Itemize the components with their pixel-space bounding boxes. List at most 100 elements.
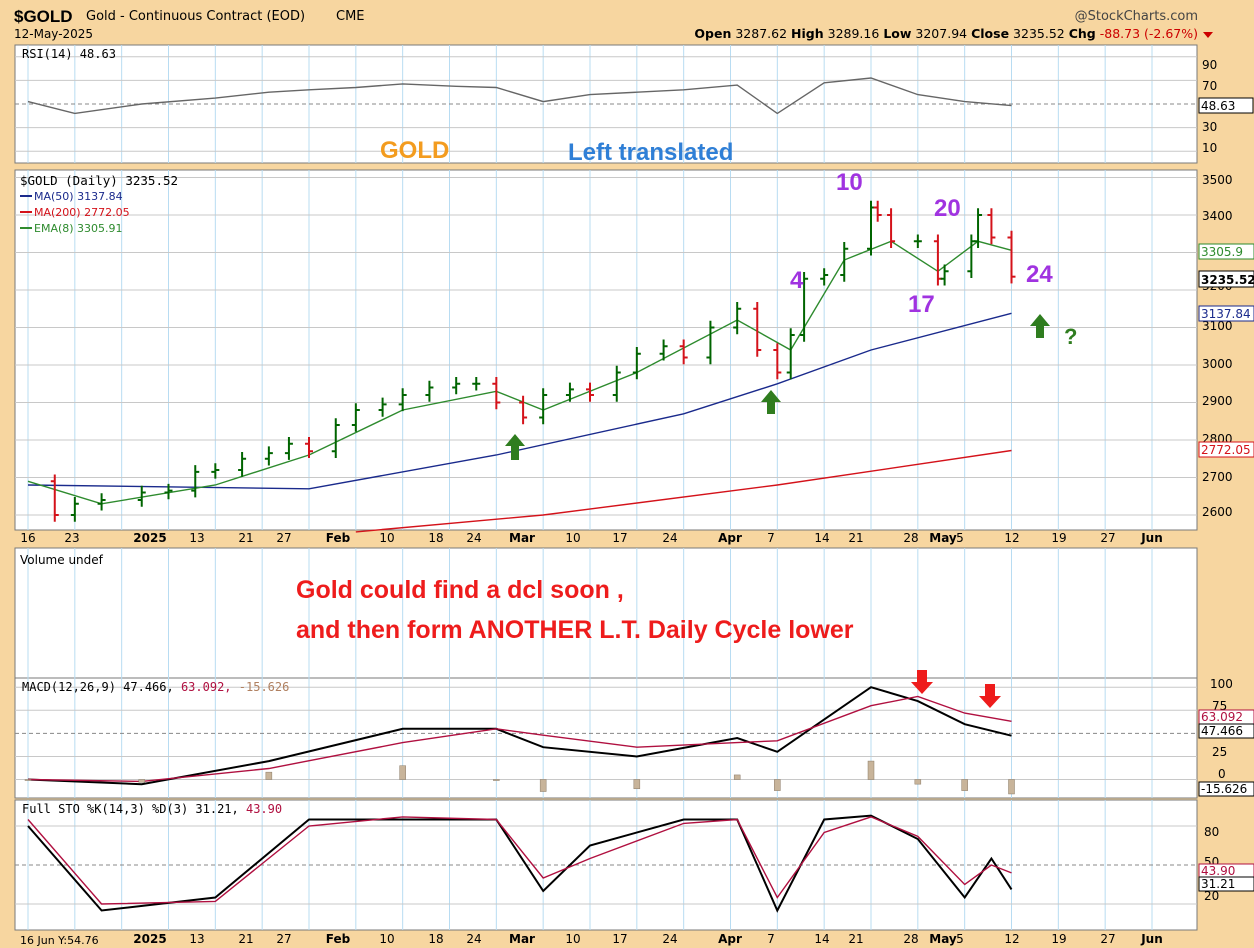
macd-tick: 25: [1212, 745, 1227, 759]
price-tick: 3000: [1202, 357, 1233, 371]
ma200-tag: 2772.05: [1201, 443, 1251, 457]
x-axis-label: 24: [662, 932, 677, 946]
series-line-ma200: [355, 449, 1012, 533]
price-tick: 3100: [1202, 319, 1233, 333]
x-axis-label: Jun: [1140, 932, 1163, 946]
symbol: $GOLD: [14, 7, 73, 26]
sto-d-tag: 43.90: [1201, 864, 1235, 878]
sto-label: Full STO %K(14,3) %D(3) 31.21, 43.90: [22, 802, 282, 816]
macd-tick: 0: [1218, 767, 1226, 781]
sto-k-tag: 31.21: [1201, 877, 1235, 891]
price-bars: [50, 200, 1016, 522]
series-layer: [24, 77, 1015, 913]
macd-tag-box: [1198, 723, 1254, 739]
day-count-20: 20: [934, 195, 961, 222]
x-axis-label: 16: [20, 531, 35, 545]
question-mark: ?: [1064, 324, 1077, 349]
x-axis-label: 27: [276, 932, 291, 946]
up-arrow-icon: [1030, 314, 1050, 338]
macd-histogram-bar: [539, 779, 547, 792]
x-axis-label: 27: [276, 531, 291, 545]
gold-annotation: GOLD: [380, 137, 449, 164]
price-tick: 2700: [1202, 470, 1233, 484]
macd-panel: [14, 677, 1198, 799]
day-count-17: 17: [908, 291, 935, 318]
macd-histogram-bar: [867, 760, 875, 780]
x-axis-label: Feb: [326, 531, 351, 545]
x-axis-label: 14: [814, 531, 829, 545]
x-axis-label: 5: [956, 531, 964, 545]
x-axis-label: 13: [189, 932, 204, 946]
series-line-signal: [27, 695, 1012, 783]
x-axis-label: 18: [428, 531, 443, 545]
sto-tick: 80: [1204, 825, 1219, 839]
price-tick: 2900: [1202, 394, 1233, 408]
x-axis-label: 12: [1004, 932, 1019, 946]
x-axis-label: 21: [848, 932, 863, 946]
macd-hist-tag: -15.626: [1201, 782, 1247, 796]
x-axis-label: 5: [956, 932, 964, 946]
x-axis-label: 27: [1100, 932, 1115, 946]
x-axis-label: 13: [189, 531, 204, 545]
x-axis-label: 10: [565, 531, 580, 545]
contract-name: Gold - Continuous Contract (EOD): [86, 9, 305, 24]
day-count-24: 24: [1026, 261, 1053, 288]
x-axis-label: 23: [64, 531, 79, 545]
macd-y-axis: 100 75 50 25 0: [1210, 677, 1233, 781]
ma50-tag: 3137.84: [1201, 307, 1251, 321]
rsi-tick-30: 30: [1202, 120, 1217, 134]
macd-histogram-bar: [493, 779, 500, 781]
price-tick: 3400: [1202, 209, 1233, 223]
day-count-10: 10: [836, 169, 863, 196]
x-axis-label: 7: [767, 531, 775, 545]
macd-tick: 100: [1210, 677, 1233, 691]
rsi-y-axis: 90 70 30 10: [1202, 58, 1217, 155]
x-axis-label: 28: [903, 531, 918, 545]
x-axis-label: 7: [767, 932, 775, 946]
day-count-4: 4: [790, 267, 804, 294]
macd-histogram-bar: [633, 779, 641, 790]
macd-histogram-bar: [1008, 779, 1015, 795]
x-axis-label: 24: [466, 531, 481, 545]
x-axis-label: 17: [612, 531, 627, 545]
x-axis-label: 21: [848, 531, 863, 545]
x-axis-label: Apr: [718, 932, 742, 946]
x-axis-label: 12: [1004, 531, 1019, 545]
value-tags: 48.63 3305.9 3235.52 3137.84 2772.05 63.…: [1198, 97, 1254, 892]
macd-histogram-bar: [774, 779, 781, 791]
up-arrow-icon: [505, 434, 525, 460]
rsi-value-tag: 48.63: [1201, 99, 1235, 113]
x-axis-label: 28: [903, 932, 918, 946]
macd-histogram-bar: [24, 779, 32, 781]
chart-date: 12-May-2025: [14, 27, 93, 41]
x-axis-label: Feb: [326, 932, 351, 946]
rsi-tick-10: 10: [1202, 141, 1217, 155]
series-line-macd: [27, 686, 1012, 786]
x-axis-label: 19: [1051, 932, 1066, 946]
up-arrow-icon: [761, 390, 781, 414]
x-axis-label: 21: [238, 531, 253, 545]
x-axis-label: 14: [814, 932, 829, 946]
chg-down-icon: [1203, 32, 1213, 38]
close-tag: 3235.52: [1201, 273, 1254, 287]
x-axis-label: Mar: [509, 932, 535, 946]
x-axis-label: 18: [428, 932, 443, 946]
macd-histogram-bar: [914, 779, 922, 785]
x-axis-label: 17: [612, 932, 627, 946]
price-tick: 2600: [1202, 505, 1233, 519]
x-axis-label: 24: [466, 932, 481, 946]
x-axis-labels-price: 16 23 2025 13 21 27 Feb 10 18 24 Mar 10 17 24 Apr 7 14 21…: [20, 531, 1162, 545]
series-line-ma50: [27, 312, 1012, 490]
ema8-tag-box: [1198, 243, 1254, 260]
left-translated-annotation: Left translated: [568, 139, 733, 166]
x-axis-label: May: [929, 932, 957, 946]
cursor-readout: 16 Jun Y:54.76: [20, 934, 99, 947]
close-tag-box: [1198, 270, 1254, 288]
ma200-tag-box: [1198, 441, 1254, 458]
x-axis-label: 24: [662, 531, 677, 545]
x-axis-labels-bottom: 2025 13 21 27 Feb 10 18 24 Mar 10 17 24 Apr 7 14 21 28 Ma…: [133, 932, 1162, 946]
ma200-legend: MA(200) 2772.05: [34, 206, 130, 219]
down-arrow-icon: [911, 670, 933, 694]
series-line-k: [27, 814, 1013, 913]
